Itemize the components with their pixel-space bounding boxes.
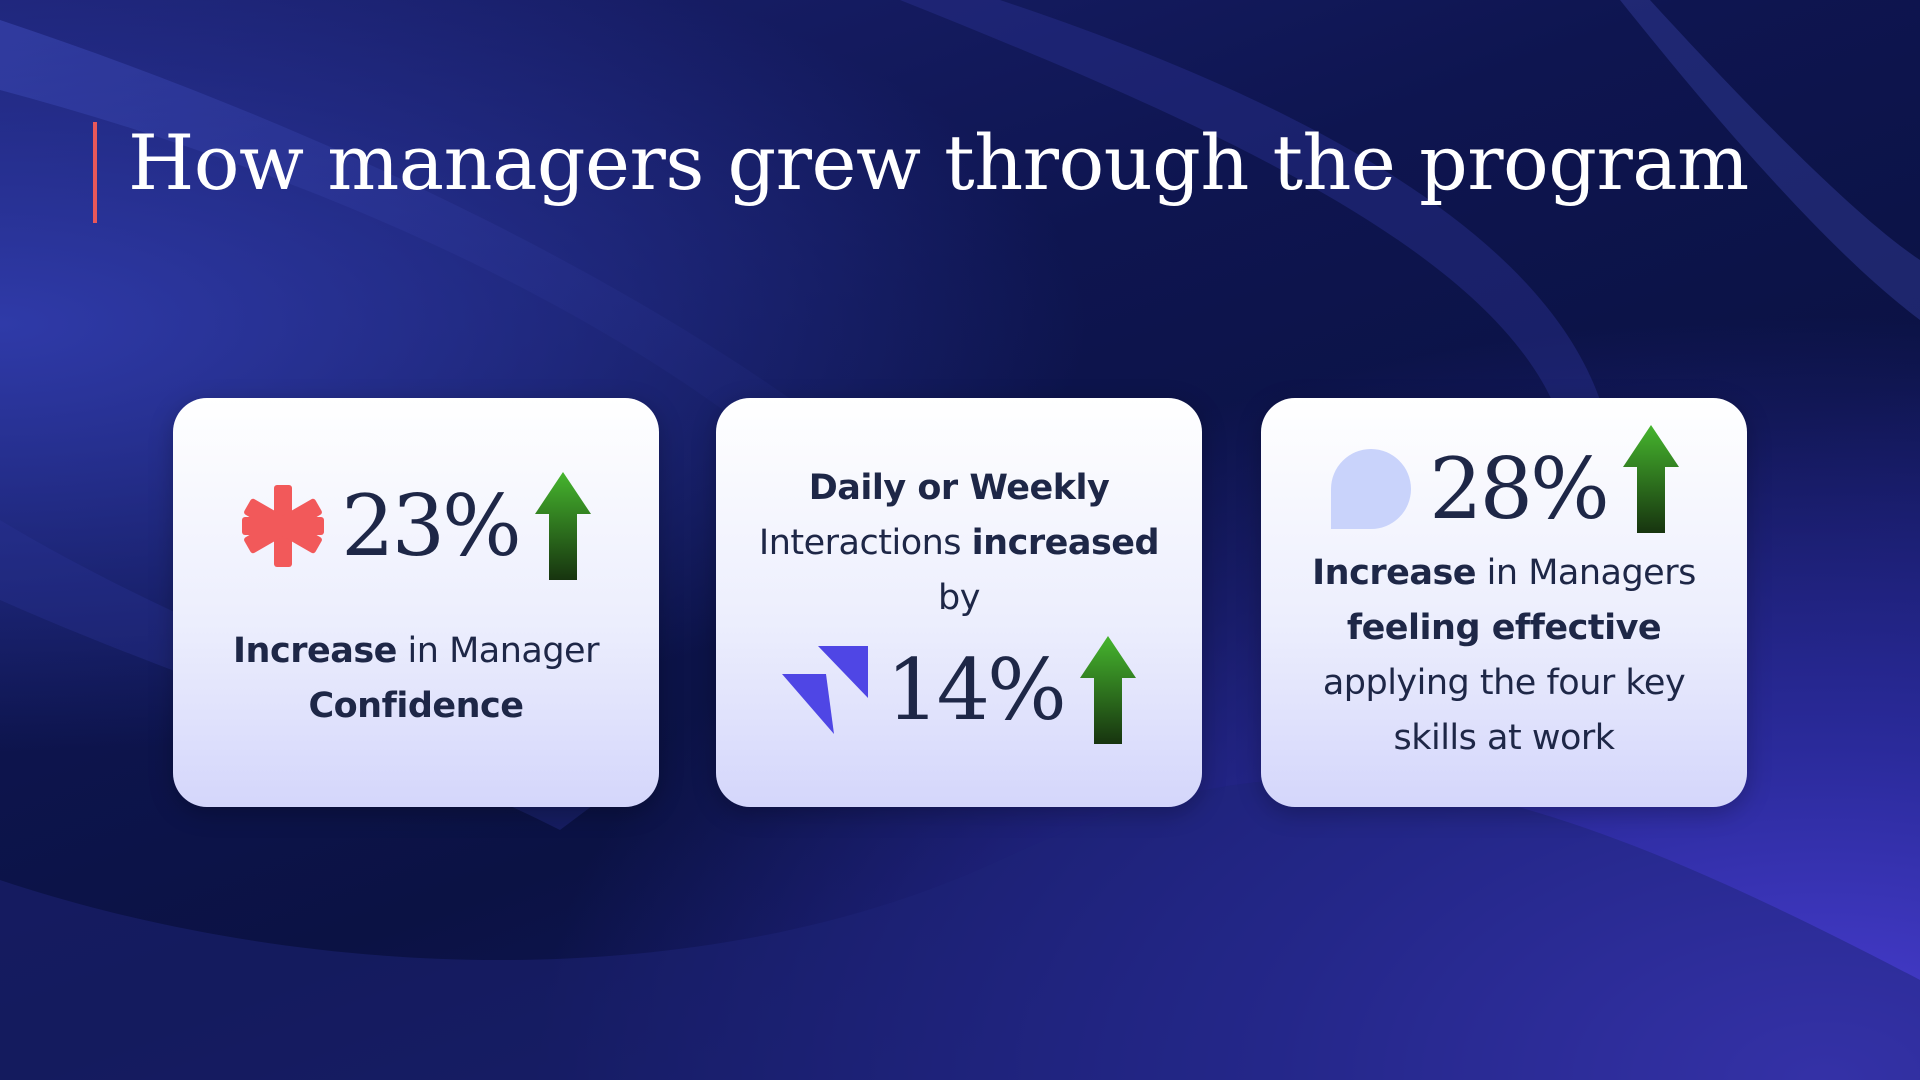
text-bold: Confidence [308,685,524,726]
text: applying the four key [1322,662,1686,703]
text-bold: feeling effective [1346,607,1662,648]
stat-row: 28% [1329,424,1679,538]
folded-icon [782,646,869,734]
up-arrow [534,471,591,580]
text: by [938,578,980,618]
stat-value: 23% [341,476,522,575]
text-bold: increased [971,523,1160,563]
wave [1620,0,1920,320]
blob-icon [1331,448,1412,529]
stat-row: 23% [241,471,591,580]
card-text: Daily or Weekly [809,461,1110,516]
card-text: skills at work [1393,711,1615,766]
up-arrow [1622,424,1679,533]
card-text: Interactions increased [758,516,1160,571]
text: in Managers [1486,552,1697,593]
text-bold: Increase [233,630,397,671]
card-text: Confidence [308,679,524,734]
text: Interactions [758,523,962,563]
card-text: applying the four key [1322,656,1686,711]
stat-card: 28% Increase in Managers feeling effecti… [1261,398,1747,807]
text-bold: Daily or Weekly [808,468,1110,508]
wave [0,778,1920,1080]
card-text: Increase in Manager [233,624,599,679]
text: skills at work [1393,717,1615,758]
stat-value: 28% [1429,439,1610,538]
stat-row: 14% [782,636,1136,744]
stat-card: Daily or Weekly Interactions increased b… [716,398,1202,807]
up-arrow [1079,636,1136,744]
text: in Manager [407,630,600,671]
slide-title: How managers grew through the program [128,118,1749,207]
card-text: Increase in Managers [1312,546,1696,601]
card-text: feeling effective [1346,601,1662,656]
text-bold: Increase [1312,552,1477,593]
asterisk-icon [242,484,325,567]
stat-card: 23% Increase in Manager Confidence [173,398,659,807]
title-accent [93,122,97,223]
stat-value: 14% [886,641,1067,739]
card-text: by [938,571,980,626]
